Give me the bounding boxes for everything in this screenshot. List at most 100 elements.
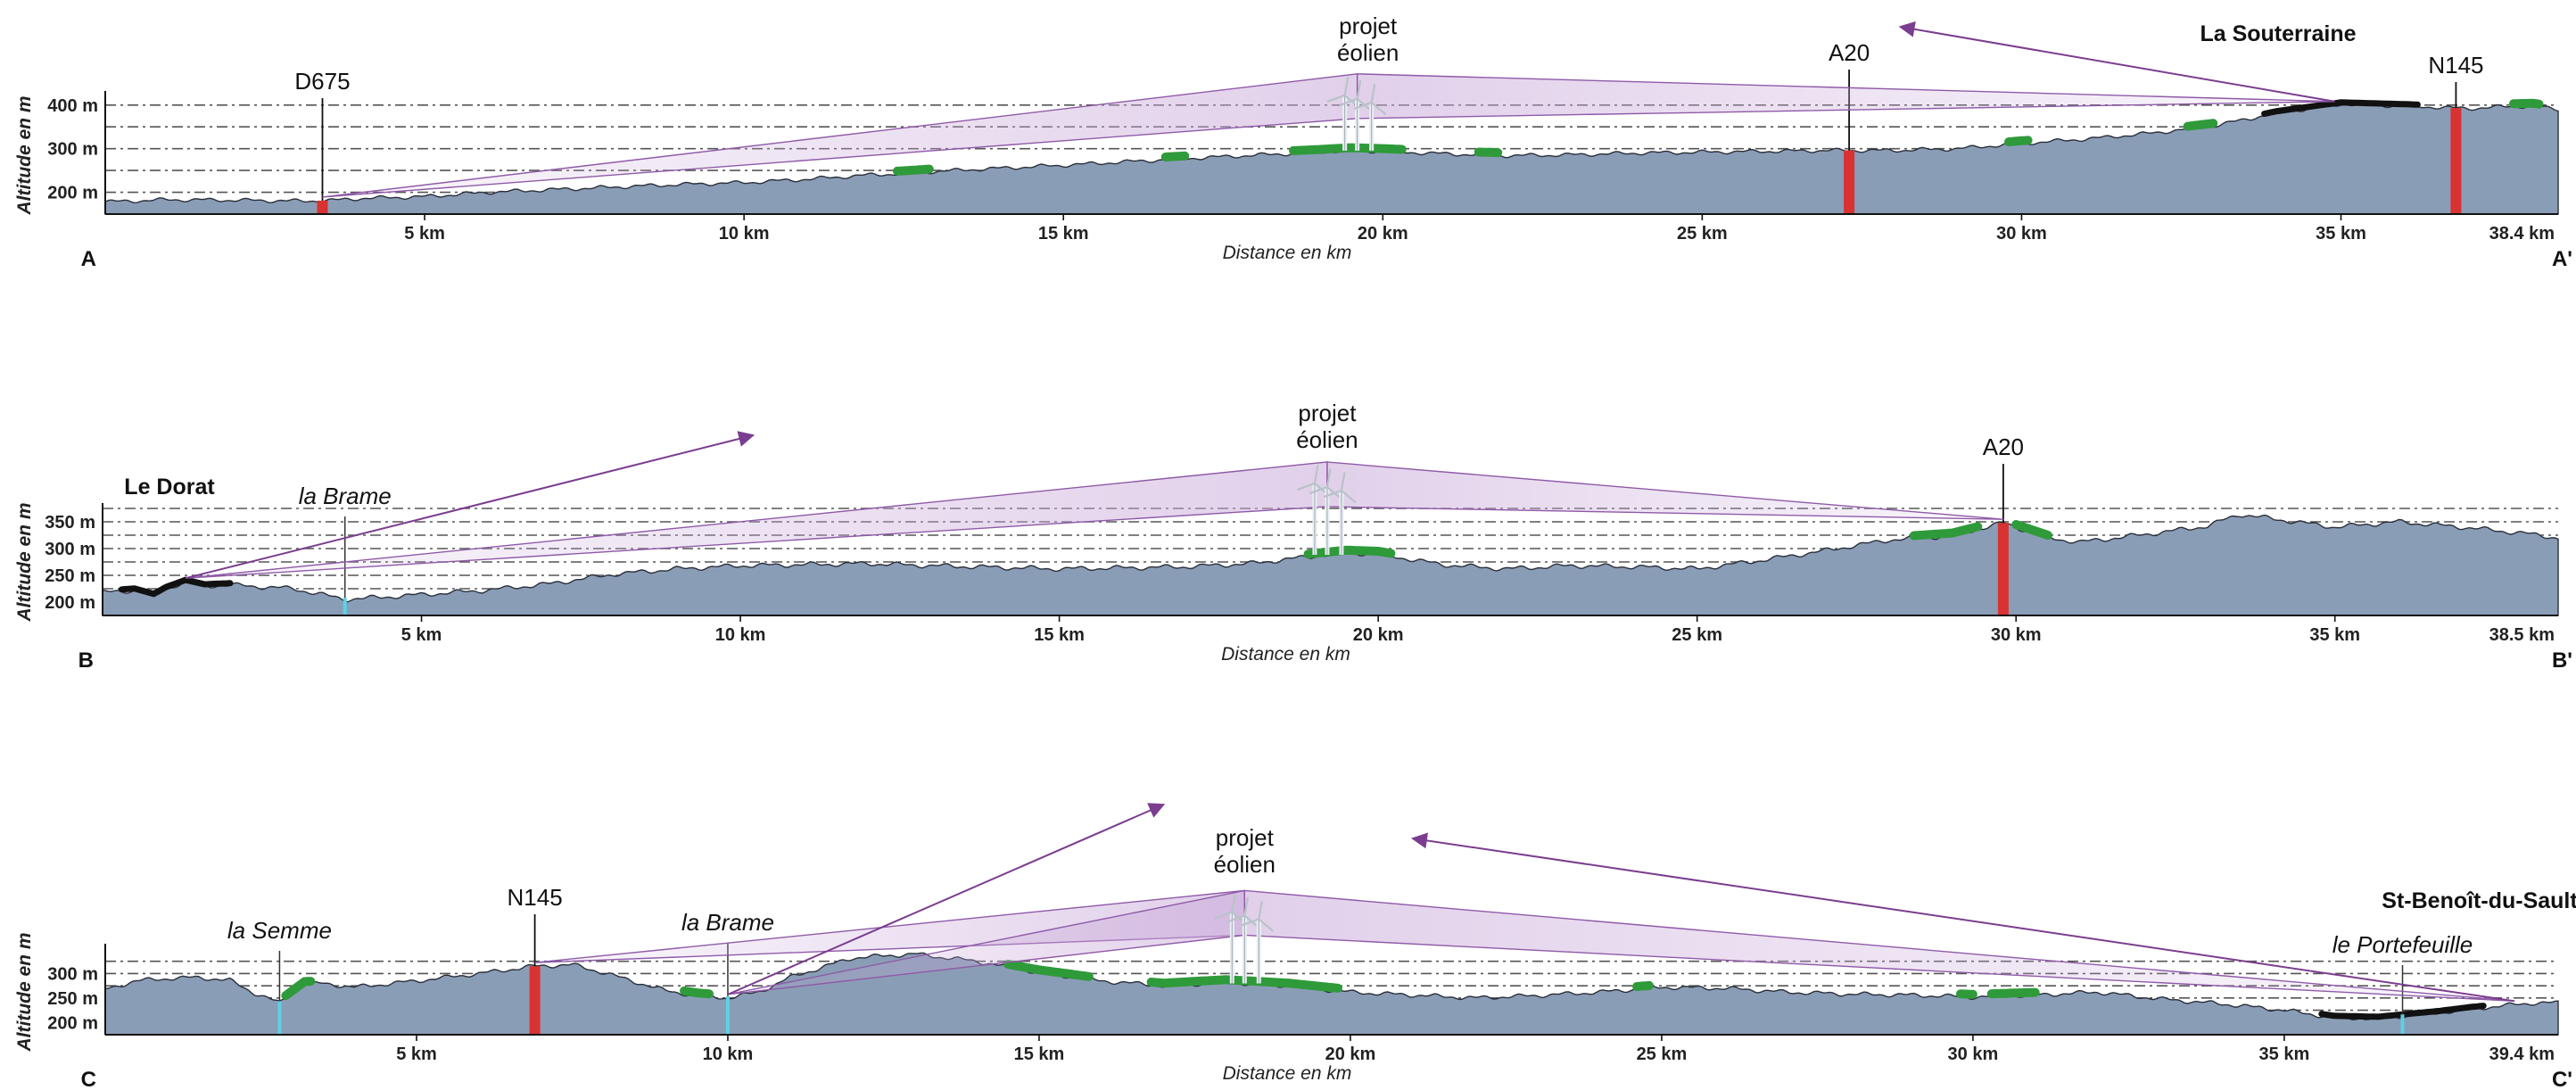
- view-direction-arrow: [1410, 832, 2515, 1003]
- place-label: St-Benoît-du-Sault: [2382, 888, 2576, 913]
- road-marker: [1844, 150, 1855, 214]
- x-tick-label: 15 km: [1038, 224, 1089, 244]
- x-tick-label: 5 km: [404, 224, 445, 244]
- town-trace: [2261, 99, 2421, 117]
- view-direction-arrow: [727, 803, 1166, 995]
- x-tick-label: 10 km: [719, 224, 770, 244]
- forest-band: [2183, 119, 2218, 131]
- river-label: la Semme: [227, 917, 332, 944]
- x-tick-label: 25 km: [1677, 224, 1728, 244]
- forest-band: [2004, 136, 2033, 146]
- place-label: Le Dorat: [124, 475, 215, 500]
- x-tick-label: 20 km: [1358, 224, 1408, 244]
- y-tick-label: 200 m: [47, 184, 98, 203]
- forest-band: [1160, 151, 1190, 161]
- profile-panel-c: la Semme la Brame le Portefeuille N145 proje…: [14, 803, 2576, 1090]
- x-tick-label: 10 km: [703, 1045, 754, 1064]
- x-tick-label: 30 km: [1991, 625, 2042, 645]
- x-tick-label: 35 km: [2259, 1045, 2310, 1064]
- forest-band: [1909, 522, 1983, 541]
- y-tick-label: 350 m: [45, 513, 95, 533]
- sightline-fan: [185, 461, 1328, 579]
- y-tick-label: 300 m: [47, 140, 98, 160]
- profile-end-label: A': [2552, 247, 2572, 271]
- y-tick-label: 250 m: [47, 989, 98, 1009]
- place-label: La Souterraine: [2200, 21, 2356, 46]
- project-label: projet: [1216, 824, 1275, 851]
- wind-turbine-icon: [1226, 896, 1259, 984]
- x-axis-label: Distance en km: [1221, 644, 1350, 665]
- town-trace: [119, 576, 234, 598]
- profile-start-label: B: [78, 648, 94, 673]
- y-axis-label: Altitude en m: [14, 932, 35, 1052]
- wind-turbine-icon: [1353, 84, 1387, 151]
- x-tick-label: 25 km: [1637, 1045, 1688, 1064]
- wind-turbine-icon: [1241, 900, 1274, 984]
- x-tick-label: 20 km: [1353, 625, 1404, 645]
- x-tick-label: 30 km: [1996, 224, 2047, 244]
- road-marker: [1997, 523, 2009, 615]
- view-direction-arrow: [1898, 21, 2335, 103]
- profile-start-label: A: [81, 247, 96, 271]
- project-label: éolien: [1337, 39, 1399, 66]
- forest-band: [680, 986, 714, 999]
- forest-band: [1955, 989, 1977, 999]
- y-tick-label: 400 m: [47, 96, 98, 116]
- project-label: éolien: [1214, 851, 1276, 878]
- y-axis-label: Altitude en m: [14, 502, 35, 622]
- forest-band: [1632, 980, 1654, 991]
- road-marker: [317, 200, 328, 214]
- profile-start-label: C: [81, 1068, 96, 1090]
- x-tick-label: 20 km: [1325, 1045, 1376, 1064]
- x-tick-label: 35 km: [2309, 625, 2360, 645]
- road-label: A20: [1983, 434, 2024, 460]
- sightline-fan: [1356, 73, 2335, 120]
- road-marker: [2450, 108, 2462, 214]
- forest-band: [1003, 960, 1094, 981]
- y-tick-label: 300 m: [45, 540, 95, 559]
- x-tick-label: 25 km: [1672, 625, 1722, 645]
- profile-end-label: B': [2552, 648, 2572, 673]
- x-tick-label: 10 km: [715, 625, 766, 645]
- road-label: A20: [1829, 39, 1870, 66]
- forest-band: [893, 164, 934, 176]
- forest-band: [1303, 545, 1396, 559]
- y-tick-label: 250 m: [45, 566, 95, 586]
- river-label: la Brame: [681, 909, 774, 936]
- x-tick-label: 15 km: [1014, 1045, 1065, 1064]
- x-tick-label: 30 km: [1948, 1045, 1999, 1064]
- road-label: N145: [508, 884, 563, 911]
- x-tick-label: 15 km: [1034, 625, 1085, 645]
- x-axis-label: Distance en km: [1223, 1063, 1352, 1084]
- road-label: N145: [2428, 52, 2483, 78]
- forest-band: [2011, 520, 2052, 540]
- profile-end-label: C': [2552, 1068, 2572, 1090]
- y-tick-label: 200 m: [47, 1013, 98, 1033]
- river-label: la Brame: [299, 483, 392, 509]
- sightline-fan: [1326, 461, 2003, 520]
- project-label: éolien: [1296, 426, 1358, 453]
- forest-band: [281, 977, 316, 1001]
- wind-turbine-icon: [1214, 893, 1247, 984]
- x-axis-label: Distance en km: [1223, 243, 1352, 263]
- terrain-profile: [102, 514, 2559, 616]
- wind-turbine-icon: [1324, 472, 1357, 555]
- river-label: le Portefeuille: [2332, 931, 2473, 958]
- x-tick-label: 35 km: [2316, 224, 2366, 244]
- road-marker: [529, 966, 541, 1035]
- forest-band: [2508, 98, 2544, 109]
- y-tick-label: 200 m: [45, 593, 95, 613]
- wind-turbine-icon: [1309, 468, 1342, 555]
- project-label: projet: [1339, 12, 1398, 39]
- x-end-label: 38.4 km: [2489, 224, 2555, 244]
- forest-band: [1986, 987, 2040, 999]
- road-label: D675: [294, 68, 350, 95]
- terrain-profile: [104, 952, 2559, 1036]
- view-direction-arrow: [185, 431, 755, 580]
- x-end-label: 38.5 km: [2489, 625, 2555, 645]
- x-tick-label: 5 km: [396, 1045, 437, 1064]
- x-tick-label: 5 km: [401, 625, 442, 645]
